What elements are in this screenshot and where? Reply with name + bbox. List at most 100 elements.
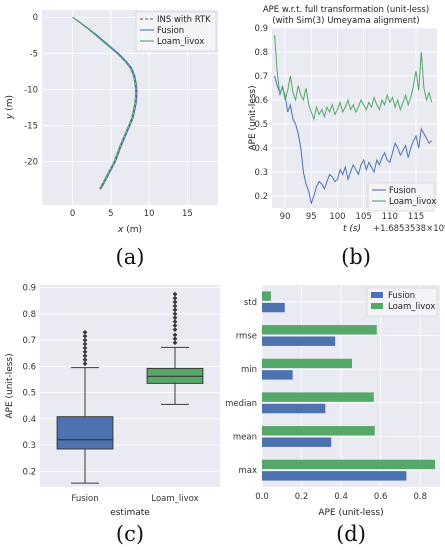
x-axis-label: estimate <box>110 508 150 518</box>
x-tick-label: 90 <box>280 212 291 222</box>
grid <box>261 285 440 487</box>
outlier-point <box>82 329 88 335</box>
x-tick-label: 100 <box>329 212 345 222</box>
grid <box>40 287 220 472</box>
legend-label: INS with RTK <box>157 15 211 25</box>
y-tick-label: rmse <box>236 332 257 342</box>
y-tick-label: mean <box>233 433 257 443</box>
x-tick-label: 95 <box>306 212 317 222</box>
y-tick-label: std <box>244 298 257 308</box>
chart-title: APE w.r.t. full transformation (unit-les… <box>263 5 429 15</box>
ape-time-series-plot: APE w.r.t. full transformation (unit-les… <box>248 5 445 269</box>
panel-label-a: (a) <box>116 245 145 269</box>
y-tick-label: -5 <box>30 49 38 59</box>
x-tick-label: 0.4 <box>334 492 348 502</box>
outlier-point <box>172 303 178 309</box>
y-tick-label: min <box>241 365 257 375</box>
bars <box>262 291 436 481</box>
legend-box <box>135 11 217 52</box>
x-tick-label: 5 <box>108 209 113 219</box>
y-ticks: 0.2 0.3 0.4 0.5 0.6 0.7 0.8 0.9 <box>22 284 36 478</box>
bar-loam_livox-median <box>262 392 374 402</box>
y-tick-label: 0.9 <box>254 24 268 34</box>
ape-boxplot: Fusion Loam_livox 0.20.30.40.50.60.70.80.… <box>5 284 220 546</box>
outlier-point <box>172 315 178 321</box>
outlier-point <box>82 345 88 351</box>
y-ticks: 0.2 0.3 0.4 0.5 0.6 0.7 0.8 0.9 <box>254 24 268 202</box>
x-tick-label: 0.2 <box>295 492 309 502</box>
y-tick-label: 0 <box>33 13 38 23</box>
bar-loam_livox-std <box>262 291 271 301</box>
bar-loam_livox-rmse <box>262 325 377 335</box>
outlier-point <box>82 337 88 343</box>
outlier-point <box>172 311 178 317</box>
bar-fusion-rmse <box>262 336 336 346</box>
legend-box <box>367 182 435 212</box>
series-line-2 <box>274 35 433 122</box>
trajectory-plot: 0 5 10 15 0 -5 -10 -15 -20 x (m) y (m) INS with… <box>5 10 218 269</box>
x-axis-label: APE (unit-less) <box>318 508 383 518</box>
legend-label: Loam_livox <box>157 37 204 47</box>
outlier-point <box>82 333 88 339</box>
y-axis-label: APE (unit-less) <box>5 353 15 418</box>
x-tick-label: 0 <box>70 209 75 219</box>
y-tick-label: 0.8 <box>22 310 36 320</box>
x-tick-label: 0.8 <box>413 492 427 502</box>
ape-statistics-barplot: 0.0 0.2 0.4 0.6 0.8 stdrmseminmedianmeanmax … <box>225 285 440 546</box>
y-tick-label: max <box>238 466 257 476</box>
x-ticks: Fusion Loam_livox <box>71 494 198 504</box>
legend-label: Loam_livox <box>389 197 436 207</box>
x-axis-label: t (s) <box>343 224 361 234</box>
outlier-point <box>172 323 178 329</box>
bar-fusion-mean <box>262 437 332 447</box>
legend-label: Loam_livox <box>388 302 435 312</box>
y-tick-label: -20 <box>24 158 38 168</box>
plot-area <box>272 28 437 208</box>
x-ticks: 90 95 100 105 110 115 <box>280 212 424 222</box>
x-axis-var: x <box>117 225 124 235</box>
x-ticks: 0 5 10 15 <box>70 209 193 219</box>
outlier-point <box>172 336 178 342</box>
panel-label-d: (d) <box>336 522 366 546</box>
y-tick-label: 0.4 <box>22 415 36 425</box>
y-axis-label: APE (unit-less) <box>248 85 258 150</box>
y-tick-label: -15 <box>24 122 38 132</box>
y-tick-label: 0.9 <box>22 284 36 294</box>
y-tick-label: 0.5 <box>254 120 268 130</box>
y-tick-label: 0.2 <box>254 192 268 202</box>
x-tick-label: 0.0 <box>255 492 269 502</box>
outlier-point <box>82 349 88 355</box>
x-tick-label: 0.6 <box>374 492 388 502</box>
series-line-1 <box>274 75 433 206</box>
outlier-point <box>172 332 178 338</box>
bar-loam_livox-min <box>262 358 352 369</box>
outlier-point <box>82 341 88 347</box>
y-ticks: 0 -5 -10 -15 -20 <box>24 13 38 167</box>
x-tick-label: 110 <box>382 212 398 222</box>
y-axis-unit: (m) <box>5 95 15 114</box>
x-tick-label: Fusion <box>71 494 98 504</box>
plot-area <box>40 285 220 487</box>
y-tick-label: 0.6 <box>254 96 268 106</box>
outlier-point <box>82 353 88 359</box>
y-tick-label: 0.8 <box>254 48 268 58</box>
series-lines <box>274 35 433 206</box>
panel-label-b: (b) <box>341 245 371 269</box>
legend-swatch <box>371 303 383 309</box>
boxes <box>56 291 204 484</box>
x-axis-unit: (m) <box>123 225 142 235</box>
y-tick-label: 0.7 <box>22 336 36 346</box>
y-tick-label: 0.6 <box>22 362 36 372</box>
legend-label: Fusion <box>157 26 184 36</box>
series-line-2 <box>72 16 138 190</box>
y-tick-label: 0.4 <box>254 144 268 154</box>
bar-fusion-max <box>262 471 407 481</box>
panel-label-c: (c) <box>116 522 144 546</box>
x-tick-label: 105 <box>356 212 372 222</box>
y-tick-label: 0.5 <box>22 389 36 399</box>
outlier-point <box>172 340 178 346</box>
outlier-point <box>172 307 178 313</box>
